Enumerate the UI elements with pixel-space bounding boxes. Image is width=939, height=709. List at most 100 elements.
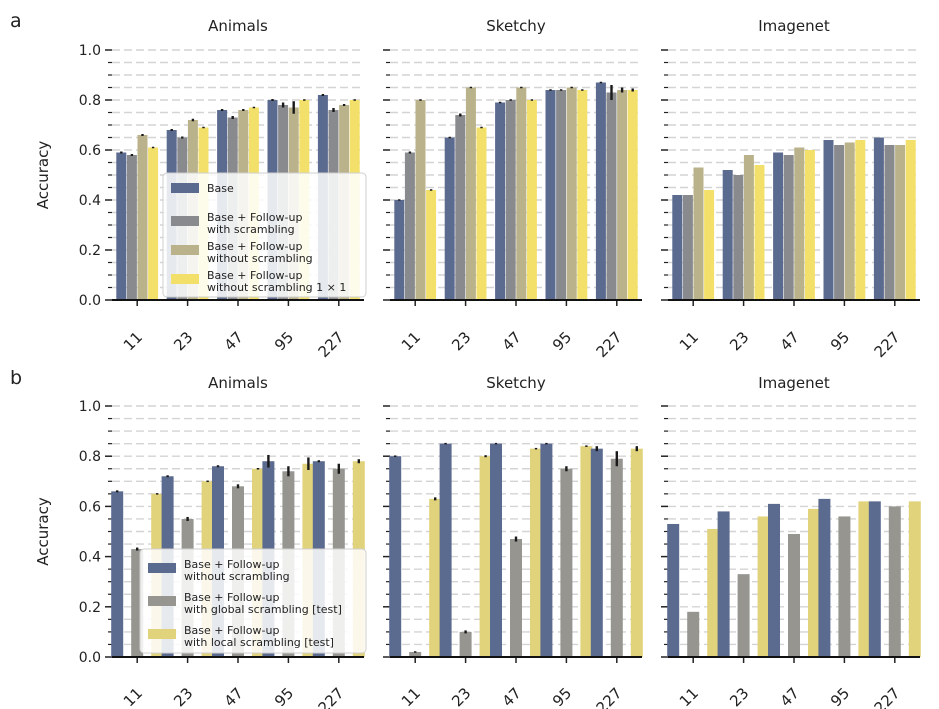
legend-swatch: [148, 596, 176, 606]
y-axis-label: Accuracy: [34, 141, 52, 210]
x-tick-label: 47: [777, 328, 803, 354]
bar: [479, 456, 492, 657]
legend-swatch: [171, 216, 199, 226]
bar: [818, 498, 831, 657]
legend-label: Base + Follow-up: [207, 269, 302, 282]
bar: [606, 92, 617, 300]
panel-imagenet-b: Imagenet 11 23 47 95 227: [661, 374, 921, 709]
bar: [682, 195, 693, 300]
bar: [834, 145, 845, 300]
legend-box: [162, 172, 367, 298]
x-tick-label: 227: [871, 684, 904, 709]
legend-label: with global scrambling [test]: [184, 603, 342, 616]
bar: [794, 147, 805, 300]
x-tick-label: 47: [499, 328, 525, 354]
x-tick-label: 47: [221, 684, 247, 709]
x-tick-label: 11: [676, 684, 702, 709]
bar: [868, 501, 881, 657]
bar: [808, 508, 820, 657]
legend-label: Base + Follow-up: [184, 558, 279, 571]
x-tick-label: 11: [120, 328, 146, 354]
bar: [126, 155, 137, 300]
y-tick-label: 0.6: [79, 499, 101, 515]
x-tick-label: 47: [777, 684, 803, 709]
bar: [895, 145, 906, 300]
legend-label: Base + Follow-up: [207, 211, 302, 224]
bar: [722, 170, 733, 300]
bar: [908, 501, 921, 657]
bar: [444, 137, 455, 300]
bar: [905, 140, 916, 300]
bar: [577, 90, 588, 300]
bar: [530, 448, 542, 657]
bar: [672, 195, 683, 300]
bar: [855, 140, 866, 300]
x-tick-label: 47: [499, 684, 525, 709]
y-tick-label: 0.4: [79, 193, 101, 209]
bar: [823, 140, 834, 300]
bar: [566, 87, 577, 300]
bar: [884, 145, 895, 300]
legend-label: Base + Follow-up: [184, 591, 279, 604]
bar: [439, 443, 452, 657]
bar: [768, 503, 780, 657]
bar: [409, 651, 422, 657]
y-tick-label: 1.0: [79, 43, 101, 59]
bar: [389, 456, 402, 657]
y-tick-label: 0.6: [79, 143, 101, 159]
bar: [540, 443, 553, 657]
legend-swatch: [171, 274, 199, 284]
x-tick-label: 227: [593, 328, 626, 361]
bar: [743, 155, 754, 300]
x-tick-label: 23: [726, 684, 752, 709]
x-tick-label: 95: [549, 328, 575, 354]
bar: [465, 87, 476, 300]
bar: [556, 90, 567, 300]
y-tick-label: 1.0: [79, 399, 101, 415]
bar: [580, 446, 593, 657]
bar: [495, 102, 506, 300]
panel-title: Imagenet: [758, 17, 830, 35]
y-tick-label: 0.0: [79, 650, 101, 666]
bar: [111, 491, 124, 657]
bar: [476, 127, 487, 300]
panel-imagenet-a: Imagenet 11 23 47 95 227: [661, 17, 920, 361]
x-tick-label: 11: [120, 684, 146, 709]
bar: [455, 115, 466, 300]
y-tick-label: 0.0: [79, 293, 101, 309]
bar: [545, 90, 556, 300]
x-tick-label: 227: [593, 684, 626, 709]
legend-label: Base + Follow-up: [184, 624, 279, 637]
bar: [610, 458, 623, 657]
x-tick-label: 23: [170, 328, 196, 354]
bar: [627, 90, 638, 300]
bar: [754, 165, 765, 300]
bar: [595, 82, 606, 300]
bar: [704, 190, 715, 300]
bar: [873, 137, 884, 300]
bar: [429, 498, 442, 657]
bar: [560, 468, 573, 657]
bar: [804, 150, 815, 300]
x-tick-label: 47: [221, 328, 247, 354]
bar: [505, 100, 516, 300]
panel-title: Animals: [208, 374, 268, 392]
legend-label: without scrambling: [184, 570, 290, 583]
bar: [459, 631, 472, 657]
y-axis-label: Accuracy: [34, 497, 52, 566]
bar: [844, 142, 855, 300]
row-label: b: [10, 367, 22, 389]
panel-title: Imagenet: [758, 374, 830, 392]
y-tick-label: 0.8: [79, 449, 101, 465]
bar: [630, 448, 643, 657]
legend-label: with local scrambling [test]: [184, 636, 334, 649]
y-tick-label: 0.2: [79, 243, 101, 259]
bar: [526, 100, 537, 300]
bar: [717, 511, 730, 657]
x-tick-label: 95: [827, 684, 853, 709]
legend-swatch: [171, 245, 199, 255]
panel-sketchy-b: Sketchy 11 23 47 95 227: [383, 374, 643, 709]
y-tick-label: 0.2: [79, 600, 101, 616]
bar: [510, 539, 522, 657]
